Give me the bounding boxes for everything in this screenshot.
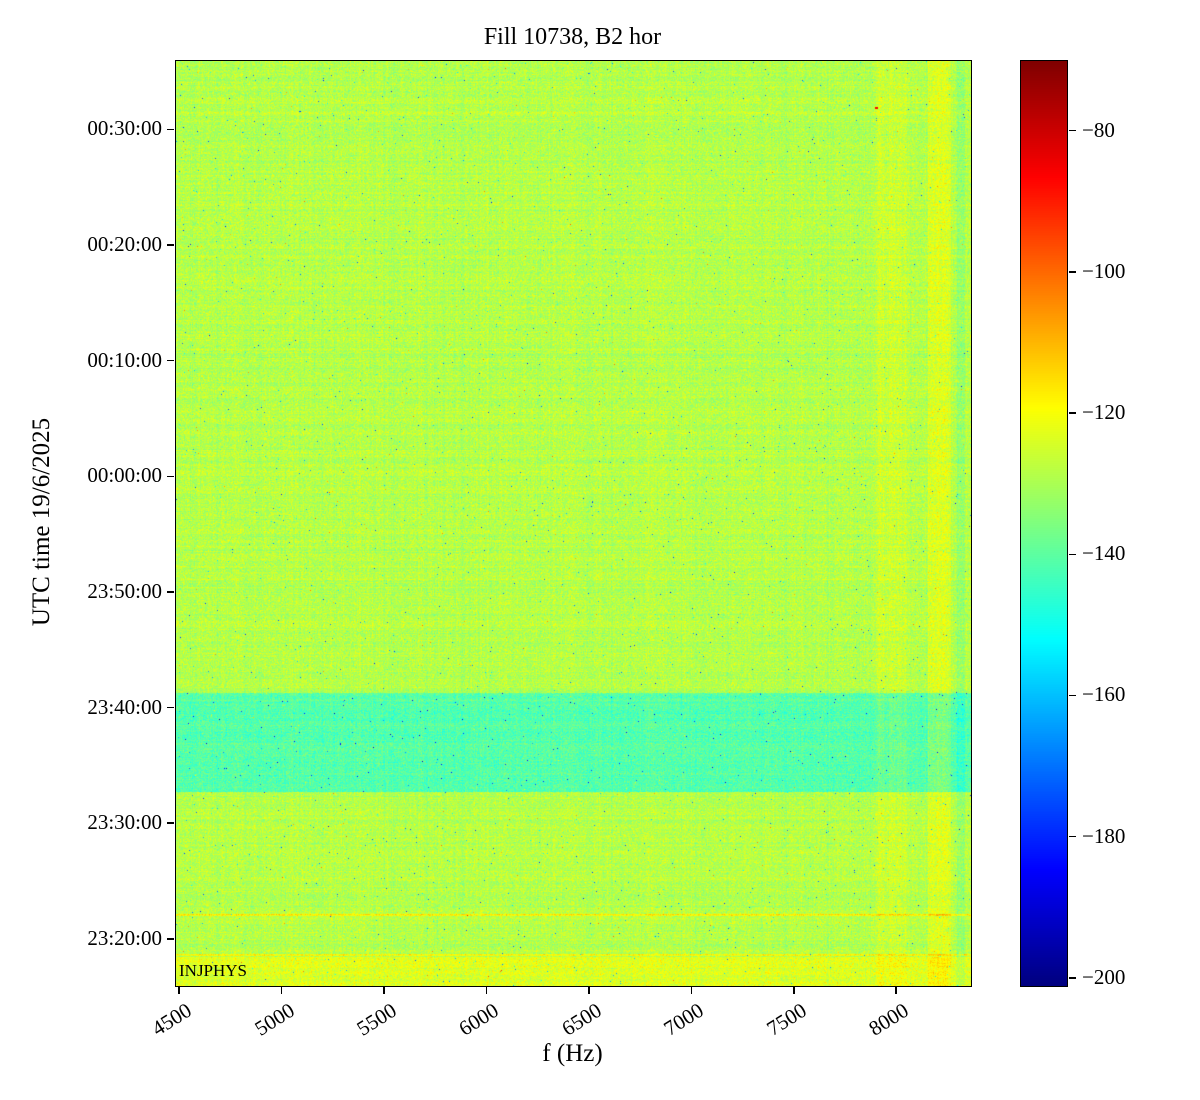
x-tick-mark xyxy=(793,987,795,994)
colorbar-tick-mark xyxy=(1069,271,1076,273)
x-tick-label: 8000 xyxy=(864,998,913,1041)
y-tick-label: 00:10:00 xyxy=(87,347,162,372)
y-tick-label: 23:30:00 xyxy=(87,810,162,835)
colorbar-tick-mark xyxy=(1069,835,1076,838)
colorbar xyxy=(1020,60,1068,987)
y-tick-mark xyxy=(167,128,174,131)
colorbar-tick-mark xyxy=(1069,694,1076,697)
beam-mode-annotation: INJPHYS xyxy=(179,961,248,980)
chart-title: Fill 10738, B2 hor xyxy=(483,24,662,50)
x-tick-label: 7000 xyxy=(659,998,709,1041)
y-tick-mark xyxy=(167,591,174,593)
x-tick-mark xyxy=(280,987,283,994)
x-tick-label: 5000 xyxy=(249,998,299,1041)
x-tick-label: 5500 xyxy=(352,998,401,1041)
y-tick-label: 00:00:00 xyxy=(87,463,162,488)
x-tick-mark xyxy=(588,987,590,994)
x-tick-mark xyxy=(895,987,897,994)
y-tick-label: 00:20:00 xyxy=(87,232,162,256)
colorbar-tick-mark xyxy=(1069,412,1076,414)
x-tick-mark xyxy=(383,987,385,994)
colorbar-tick-label: −80 xyxy=(1082,117,1115,142)
x-tick-label: 6500 xyxy=(557,998,606,1041)
heatmap-canvas xyxy=(176,61,971,986)
colorbar-tick-label: −180 xyxy=(1082,823,1126,848)
colorbar-tick-mark xyxy=(1069,129,1076,132)
y-tick-label: 23:40:00 xyxy=(87,694,162,719)
x-tick-mark xyxy=(485,987,488,994)
y-tick-mark xyxy=(167,938,174,940)
y-tick-mark xyxy=(167,822,174,824)
y-tick-label: 23:20:00 xyxy=(87,925,162,950)
x-tick-mark xyxy=(178,987,180,994)
x-tick-label: 7500 xyxy=(762,998,811,1041)
colorbar-tick-label: −140 xyxy=(1082,541,1126,566)
plot-area: INJPHYS xyxy=(175,60,972,987)
y-tick-mark xyxy=(167,359,174,362)
y-axis-label: UTC time 19/6/2025 xyxy=(28,417,55,627)
y-tick-label: 23:50:00 xyxy=(87,578,162,603)
colorbar-tick-mark xyxy=(1069,977,1076,979)
x-tick-label: 4500 xyxy=(147,998,196,1041)
colorbar-tick-label: −160 xyxy=(1082,682,1126,707)
colorbar-tick-label: −100 xyxy=(1082,258,1126,283)
colorbar-canvas xyxy=(1021,61,1067,986)
y-tick-mark xyxy=(167,706,174,709)
x-tick-mark xyxy=(690,987,693,994)
y-tick-mark xyxy=(167,475,174,477)
y-tick-label: 00:30:00 xyxy=(87,116,162,141)
x-tick-label: 6000 xyxy=(454,998,504,1041)
x-axis-label: f (Hz) xyxy=(542,1040,603,1067)
colorbar-tick-mark xyxy=(1069,553,1076,556)
colorbar-tick-label: −120 xyxy=(1082,400,1126,425)
y-tick-mark xyxy=(167,244,174,246)
colorbar-tick-label: −200 xyxy=(1082,964,1126,989)
